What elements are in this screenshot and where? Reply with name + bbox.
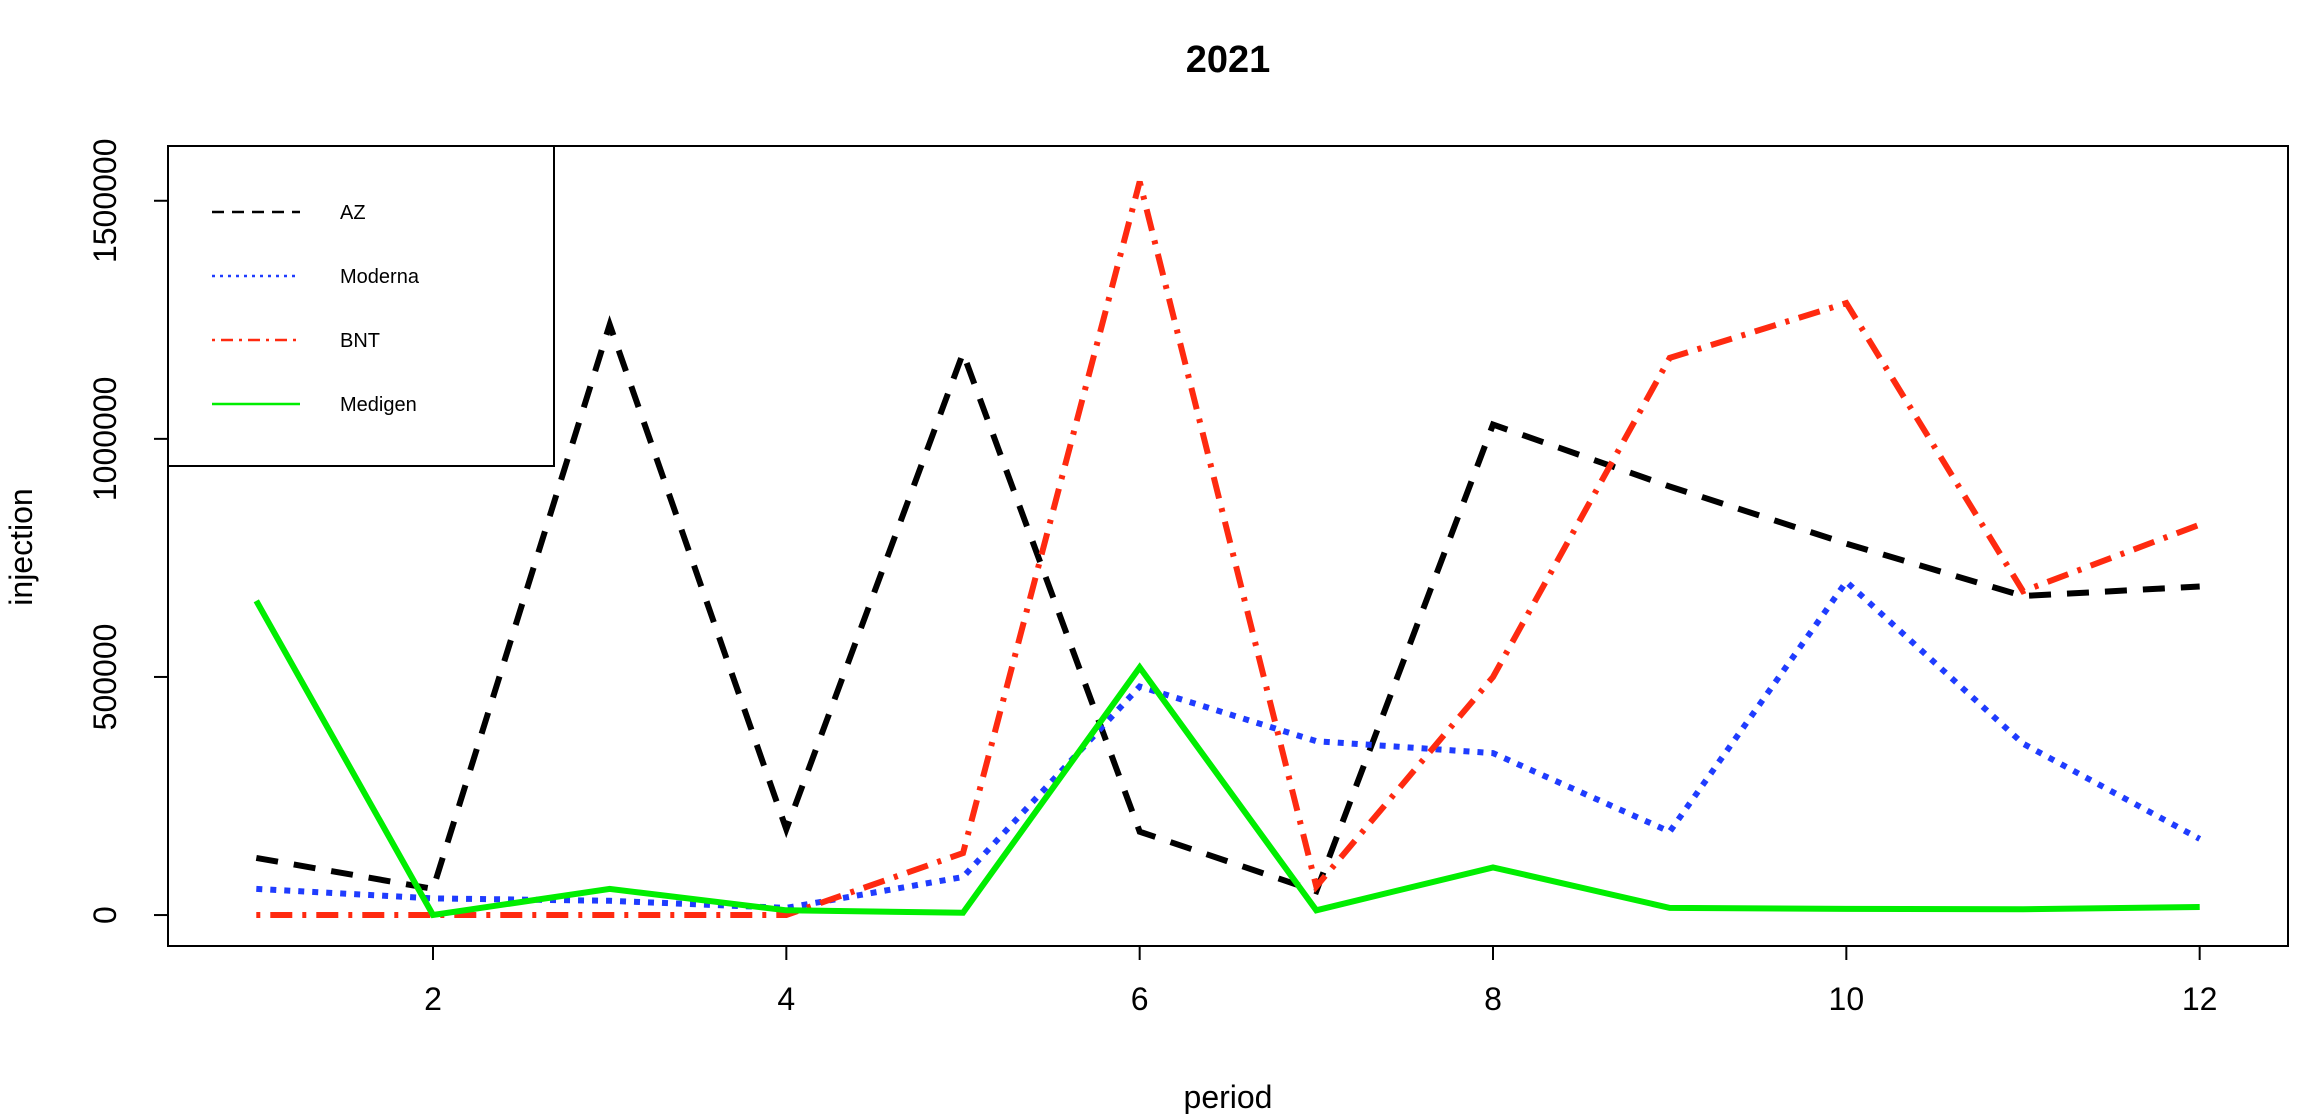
y-tick-label: 1500000 [87,138,123,263]
chart-title: 2021 [1186,39,1271,81]
series-layer [253,180,2202,919]
x-tick-label: 2 [424,981,442,1017]
x-axis-label: period [1184,1079,1273,1114]
legend-label-medigen: Medigen [340,394,417,416]
legend-label-bnt: BNT [340,330,380,352]
y-tick-label: 1000000 [87,377,123,502]
legend-label-az: AZ [340,202,366,224]
series-line-moderna [256,577,2202,911]
y-tick-label: 500000 [87,624,123,731]
x-tick-label: 12 [2182,981,2218,1017]
y-axis-label: injection [3,488,39,605]
series-line-medigen [253,599,2200,919]
x-tick-label: 4 [777,981,795,1017]
legend: AZ Moderna BNT Medigen [167,145,555,467]
legend-label-moderna: Moderna [340,266,420,288]
x-tick-label: 10 [1829,981,1865,1017]
y-axis: 0 500000 1000000 1500000 [87,138,169,924]
x-tick-label: 8 [1484,981,1502,1017]
y-tick-label: 0 [87,906,123,924]
x-tick-label: 6 [1131,981,1149,1017]
series-line-bnt [256,180,2201,918]
legend-box [167,145,555,467]
x-axis: 2 4 6 8 10 12 [424,945,2218,1017]
